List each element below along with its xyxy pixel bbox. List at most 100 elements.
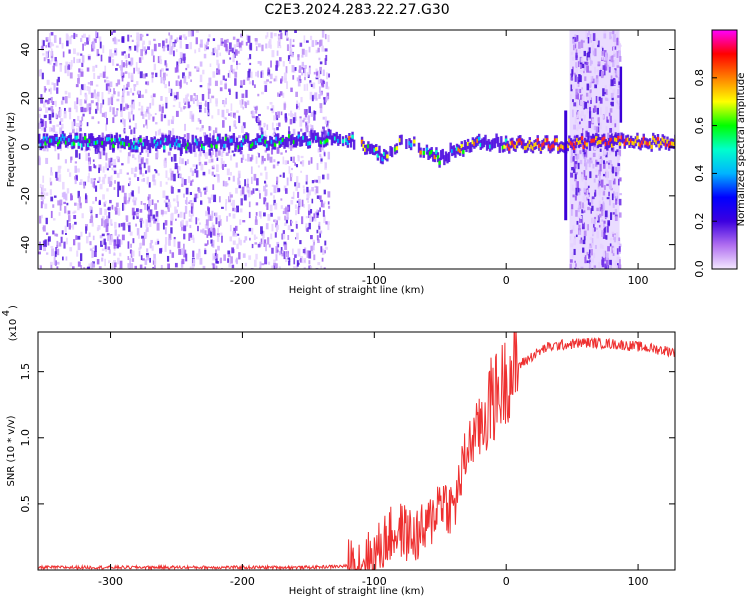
ridge-halo xyxy=(238,141,242,152)
noise-speckle xyxy=(297,154,300,159)
band-speckle xyxy=(571,252,575,258)
band-speckle xyxy=(593,252,596,259)
noise-speckle xyxy=(228,192,232,200)
noise-speckle xyxy=(222,75,225,81)
noise-speckle xyxy=(183,243,185,252)
noise-speckle xyxy=(153,63,157,71)
ridge-core xyxy=(319,140,323,145)
noise-speckle xyxy=(132,101,135,109)
ridge-core xyxy=(373,148,376,153)
noise-speckle xyxy=(49,177,52,183)
band-speckle xyxy=(611,33,613,37)
noise-speckle xyxy=(40,265,42,269)
band-speckle xyxy=(571,76,574,79)
noise-speckle xyxy=(287,235,290,240)
noise-speckle xyxy=(237,50,240,54)
noise-speckle xyxy=(49,43,53,47)
noise-speckle xyxy=(238,115,241,124)
ridge-core xyxy=(595,136,598,141)
band-speckle xyxy=(580,266,584,269)
noise-speckle xyxy=(113,165,117,168)
band-speckle xyxy=(575,101,579,108)
band-speckle xyxy=(595,147,598,151)
noise-speckle xyxy=(190,234,194,240)
noise-speckle xyxy=(147,46,150,50)
noise-speckle xyxy=(135,67,138,72)
noise-speckle xyxy=(291,44,295,48)
noise-speckle xyxy=(119,260,123,269)
noise-speckle xyxy=(115,82,119,87)
noise-speckle xyxy=(147,217,151,223)
band-speckle xyxy=(577,207,580,213)
noise-speckle xyxy=(286,177,289,186)
noise-speckle xyxy=(145,229,148,238)
noise-speckle xyxy=(99,207,103,215)
noise-speckle xyxy=(316,235,319,241)
band-speckle xyxy=(591,238,594,246)
band-speckle xyxy=(573,124,577,130)
x-tick-label: -100 xyxy=(362,274,387,287)
noise-speckle xyxy=(74,165,78,173)
noise-speckle xyxy=(127,111,131,120)
noise-speckle xyxy=(199,200,203,205)
noise-speckle xyxy=(184,205,188,214)
noise-speckle xyxy=(263,212,266,217)
noise-speckle xyxy=(174,39,177,44)
noise-speckle xyxy=(169,47,173,55)
noise-speckle xyxy=(108,239,112,245)
noise-speckle xyxy=(117,79,121,85)
noise-speckle xyxy=(183,225,187,232)
noise-speckle xyxy=(62,51,65,58)
band-speckle xyxy=(607,132,610,139)
ridge-halo xyxy=(482,137,486,148)
noise-speckle xyxy=(316,70,319,76)
ridge-halo xyxy=(85,140,88,151)
noise-speckle xyxy=(319,40,321,48)
noise-speckle xyxy=(325,54,328,61)
noise-speckle xyxy=(119,169,123,175)
noise-speckle xyxy=(163,200,167,203)
ridge-core xyxy=(433,155,437,160)
ridge-core xyxy=(364,147,367,152)
noise-speckle xyxy=(235,259,238,263)
noise-speckle xyxy=(304,68,307,77)
noise-speckle xyxy=(190,214,193,223)
noise-speckle xyxy=(264,149,268,153)
noise-speckle xyxy=(107,234,110,242)
x-tick-label: 0 xyxy=(503,575,510,588)
noise-speckle xyxy=(130,263,134,269)
noise-speckle xyxy=(232,231,236,237)
noise-speckle xyxy=(101,218,104,227)
noise-speckle xyxy=(140,111,144,116)
ridge-halo xyxy=(102,140,106,151)
band-speckle xyxy=(619,198,622,206)
ridge-core xyxy=(503,144,506,149)
noise-speckle xyxy=(40,197,43,201)
ridge-halo xyxy=(490,139,494,150)
noise-speckle xyxy=(297,206,300,215)
noise-speckle xyxy=(90,92,94,99)
noise-speckle xyxy=(131,207,135,216)
noise-speckle xyxy=(305,40,309,43)
noise-speckle xyxy=(121,185,125,193)
noise-speckle xyxy=(133,173,137,178)
band-speckle xyxy=(576,181,579,189)
ridge-core xyxy=(240,143,243,148)
noise-speckle xyxy=(137,39,140,47)
band-speckle xyxy=(608,199,611,206)
noise-speckle xyxy=(206,224,209,229)
noise-speckle xyxy=(296,233,299,240)
noise-speckle xyxy=(210,226,213,232)
noise-speckle xyxy=(302,249,306,254)
noise-speckle xyxy=(127,263,130,268)
band-speckle xyxy=(610,92,614,98)
band-speckle xyxy=(610,56,614,63)
ridge-core xyxy=(455,146,459,151)
noise-speckle xyxy=(327,34,330,43)
ridge-halo xyxy=(213,139,217,150)
noise-speckle xyxy=(290,221,294,224)
noise-speckle xyxy=(259,193,261,199)
band-speckle xyxy=(606,197,610,200)
noise-speckle xyxy=(157,56,160,64)
ridge-core xyxy=(237,145,240,150)
